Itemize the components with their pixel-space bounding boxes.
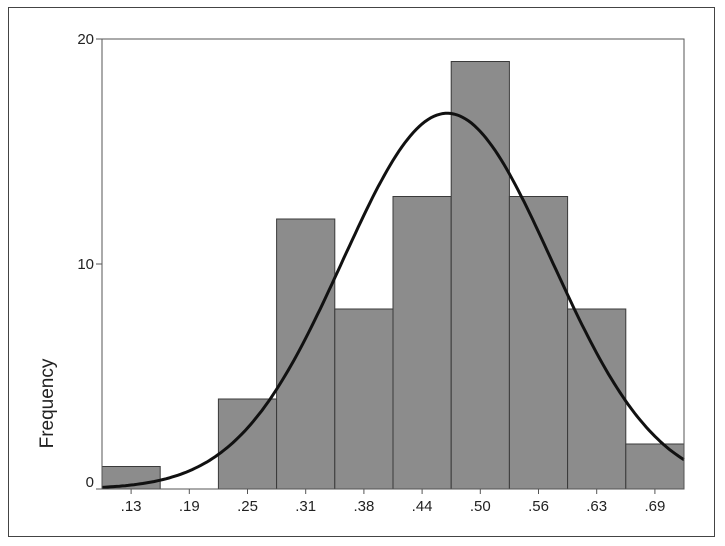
x-tick-label: .19	[179, 498, 200, 515]
y-tick-label: 10	[77, 256, 94, 273]
histogram-bar	[567, 308, 627, 490]
x-tick-label: .38	[353, 498, 374, 515]
histogram-bar	[217, 398, 278, 490]
histogram-bar	[508, 196, 569, 490]
histogram-bar	[450, 61, 510, 490]
x-axis-ticks: .13 .19 .25 .31 .38 .44 .50 .56 .63 .69	[121, 489, 665, 515]
x-tick-label: .31	[295, 498, 316, 515]
y-tick-label: 0	[86, 474, 94, 491]
y-tick-label: 20	[77, 31, 94, 48]
histogram-bar	[625, 443, 685, 490]
histogram-chart: 0 10 20 .13 .19 .25 .31 .38 .44 .50 .56 .63 .69 Fre…	[37, 31, 685, 515]
normal-curve	[101, 111, 685, 489]
y-axis-title: Frequency	[37, 358, 58, 448]
x-tick-label: .56	[528, 498, 549, 515]
x-tick-label: .44	[412, 498, 433, 515]
histogram-bar	[392, 196, 452, 490]
histogram-bar	[276, 218, 336, 490]
y-axis-ticks: 0 10 20	[77, 31, 102, 491]
chart-frame: 0 10 20 .13 .19 .25 .31 .38 .44 .50 .56 .63 .69 Fre…	[8, 7, 715, 537]
x-tick-label: .69	[644, 498, 665, 515]
x-tick-label: .50	[470, 498, 491, 515]
x-tick-label: .13	[121, 498, 142, 515]
x-tick-label: .63	[586, 498, 607, 515]
x-tick-label: .25	[237, 498, 258, 515]
histogram-bar	[334, 308, 394, 490]
bars-group	[101, 61, 685, 490]
